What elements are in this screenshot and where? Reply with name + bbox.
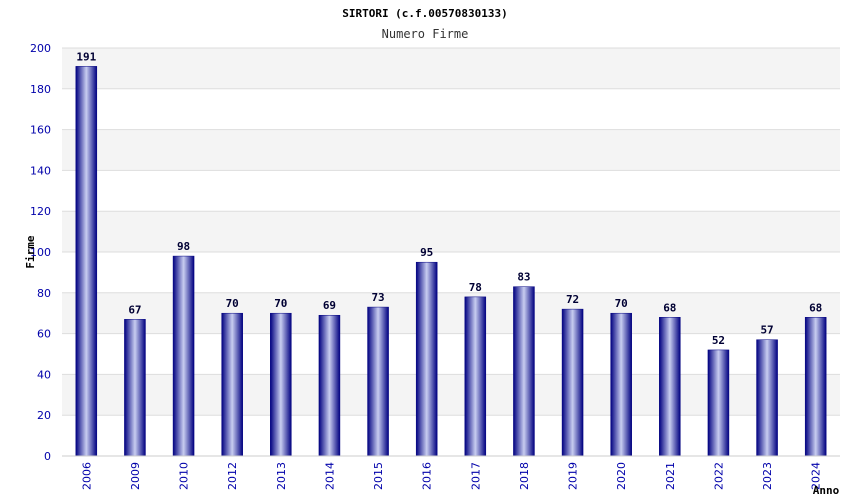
bar-2016	[415, 261, 438, 457]
data-label-2020: 70	[615, 297, 628, 310]
plot-band	[62, 170, 840, 212]
x-tick-label-2016: 2016	[421, 462, 434, 490]
bar-2022	[707, 349, 730, 457]
y-tick-label: 200	[30, 42, 51, 55]
data-label-2019: 72	[566, 293, 579, 306]
y-tick-label: 80	[37, 287, 51, 300]
data-label-2006: 191	[76, 50, 96, 63]
x-tick-label-2019: 2019	[567, 462, 580, 490]
y-axis-label: Firme	[24, 235, 37, 268]
x-tick-label-2010: 2010	[178, 462, 191, 490]
data-label-2010: 98	[177, 240, 190, 253]
y-tick-label: 140	[30, 164, 51, 177]
x-tick-label-2023: 2023	[761, 462, 774, 490]
x-tick-label-2022: 2022	[712, 462, 725, 490]
data-label-2013: 70	[274, 297, 287, 310]
data-label-2022: 52	[712, 334, 725, 347]
x-tick-label-2006: 2006	[80, 462, 93, 490]
data-labels: 191 67 98 70 70 69 73 95 78 83 72 70 68 52 57 68	[76, 50, 822, 347]
x-tick-label-2014: 2014	[323, 462, 336, 490]
data-label-2023: 57	[760, 324, 773, 337]
bar-2012	[221, 312, 243, 457]
y-tick-label: 180	[30, 83, 51, 96]
x-tick-label-2012: 2012	[226, 462, 239, 490]
bar-2024	[804, 317, 827, 457]
plot-band	[62, 211, 840, 252]
bar-2023	[756, 339, 778, 457]
data-label-2016: 95	[420, 246, 433, 259]
bar-2013	[270, 312, 292, 457]
data-label-2017: 78	[469, 281, 482, 294]
data-label-2015: 73	[371, 291, 384, 304]
y-tick-label: 0	[44, 450, 51, 463]
bar-2006	[75, 66, 98, 457]
y-tick-label: 20	[37, 409, 51, 422]
x-tick-label-2021: 2021	[664, 462, 677, 490]
x-tick-label-2013: 2013	[275, 462, 288, 490]
plot-band	[62, 129, 840, 171]
y-tick-label: 100	[30, 246, 51, 259]
y-tick-label: 60	[37, 328, 51, 341]
x-tick-label-2018: 2018	[518, 462, 531, 490]
bar-2018	[513, 286, 535, 457]
bar-2017	[464, 296, 487, 457]
bar-2009	[124, 319, 146, 457]
data-label-2012: 70	[226, 297, 239, 310]
data-label-2021: 68	[663, 301, 676, 314]
x-tick-label-2015: 2015	[372, 462, 385, 490]
chart-title: SIRTORI (c.f.00570830133)	[342, 7, 508, 20]
x-tick-label-2017: 2017	[469, 462, 482, 490]
data-label-2014: 69	[323, 299, 336, 312]
plot-band	[62, 88, 840, 130]
bar-2015	[367, 306, 389, 457]
x-axis-label: Anno	[813, 484, 840, 497]
bar-2020	[610, 312, 632, 457]
plot-band	[62, 48, 840, 89]
bar-2014	[318, 314, 341, 457]
y-tick-label: 40	[37, 368, 51, 381]
y-axis-ticks: 0 20 40 60 80 100 120 140 160 180 200	[30, 42, 51, 463]
data-label-2009: 67	[128, 303, 141, 316]
chart-subtitle: Numero Firme	[382, 27, 469, 41]
x-tick-label-2009: 2009	[129, 462, 142, 490]
y-tick-label: 120	[30, 205, 51, 218]
bars	[75, 66, 827, 457]
y-tick-label: 160	[30, 124, 51, 137]
data-label-2018: 83	[517, 271, 530, 284]
bar-2019	[561, 308, 584, 457]
bar-2010	[172, 255, 195, 457]
bar-2021	[659, 317, 681, 457]
x-tick-label-2024: 2024	[810, 462, 823, 490]
x-tick-label-2020: 2020	[615, 462, 628, 490]
data-label-2024: 68	[809, 301, 822, 314]
x-axis-ticks: 2006 2009 2010 2012 2013 2014 2015 2016 2017 2018…	[80, 462, 822, 490]
